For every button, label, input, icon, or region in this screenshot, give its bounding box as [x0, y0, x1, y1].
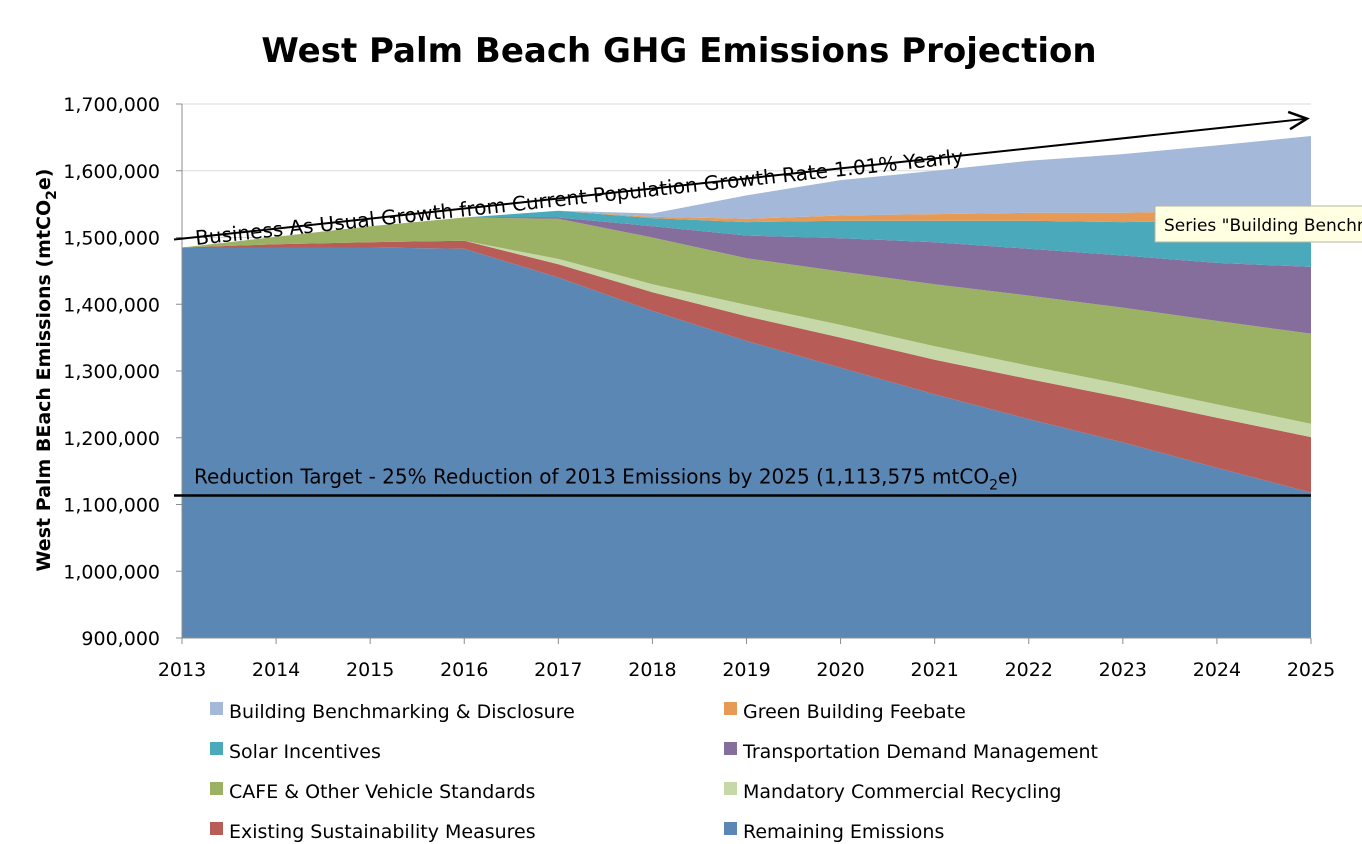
y-tick-label: 1,400,000 — [63, 294, 160, 316]
bau-line — [173, 117, 1308, 241]
legend-label-transportation-demand-management: Transportation Demand Management — [742, 741, 1098, 763]
y-tick-label: 1,000,000 — [63, 561, 160, 583]
x-tick-label: 2016 — [440, 659, 488, 681]
x-tick-label: 2023 — [1099, 659, 1147, 681]
y-ticks: 900,000 1,000,000 1,100,000 1,200,000 1,300,… — [63, 94, 182, 650]
chart-title: West Palm Beach GHG Emissions Projection — [261, 31, 1096, 71]
target-label-sub: 2 — [989, 477, 998, 493]
legend-swatch-cafe-other-vehicle-standards — [210, 782, 223, 795]
x-ticks: 2013 2014 2015 2016 2017 2018 2019 2020 2021 2022… — [158, 638, 1335, 681]
x-tick-label: 2018 — [628, 659, 676, 681]
series-tooltip: Series "Building Benchmarking & Disclosu… — [1154, 205, 1362, 243]
x-tick-label: 2019 — [722, 659, 770, 681]
bau-arrowhead — [1287, 110, 1310, 131]
target-label: Reduction Target - 25% Reduction of 2013… — [194, 464, 1018, 493]
x-tick-label: 2022 — [1005, 659, 1053, 681]
x-tick-label: 2017 — [534, 659, 582, 681]
y-tick-label: 1,200,000 — [63, 428, 160, 450]
y-tick-label: 1,100,000 — [63, 495, 160, 517]
x-tick-label: 2021 — [910, 659, 958, 681]
target-label-main: Reduction Target - 25% Reduction of 2013… — [194, 464, 989, 488]
y-axis-label-post: e) — [33, 169, 55, 191]
x-tick-label: 2025 — [1287, 659, 1335, 681]
legend-swatch-solar-incentives — [210, 742, 223, 755]
target-label-post: e) — [998, 464, 1018, 488]
legend-label-remaining-emissions: Remaining Emissions — [743, 821, 944, 843]
legend-swatch-transportation-demand-management — [724, 742, 737, 755]
legend-label-cafe-other-vehicle-standards: CAFE & Other Vehicle Standards — [229, 781, 535, 803]
area-solar-incentives — [182, 210, 1311, 267]
area-transportation-demand-management — [182, 217, 1311, 334]
legend-swatch-remaining-emissions — [724, 822, 737, 835]
area-cafe-other-vehicle-standards — [182, 217, 1311, 424]
x-tick-label: 2024 — [1193, 659, 1241, 681]
x-tick-label: 2013 — [158, 659, 206, 681]
legend-label-green-building-feebate: Green Building Feebate — [743, 701, 966, 723]
legend-swatch-existing-sustainability-measures — [210, 822, 223, 835]
legend-swatch-mandatory-commercial-recycling — [724, 782, 737, 795]
legend: Building Benchmarking & Disclosure Green … — [210, 701, 1098, 843]
legend-label-solar-incentives: Solar Incentives — [229, 741, 381, 763]
area-series — [182, 136, 1311, 638]
y-tick-label: 1,700,000 — [63, 94, 160, 116]
legend-swatch-green-building-feebate — [724, 702, 737, 715]
y-tick-label: 1,300,000 — [63, 361, 160, 383]
legend-label-existing-sustainability-measures: Existing Sustainability Measures — [229, 821, 536, 843]
legend-label-building-benchmarking-disclosure: Building Benchmarking & Disclosure — [229, 701, 575, 723]
x-tick-label: 2014 — [252, 659, 300, 681]
y-axis-label-sub: 2 — [44, 190, 60, 200]
x-tick-label: 2020 — [816, 659, 864, 681]
legend-swatch-building-benchmarking-disclosure — [210, 702, 223, 715]
reduction-target-line: Reduction Target - 25% Reduction of 2013… — [174, 464, 1311, 497]
y-tick-label: 1,600,000 — [63, 161, 160, 183]
area-building-benchmarking-disclosure — [182, 136, 1311, 248]
y-tick-label: 900,000 — [81, 628, 160, 650]
y-tick-label: 1,500,000 — [63, 228, 160, 250]
tooltip-text: Series "Building Benchmarking & Disclosu… — [1164, 216, 1362, 236]
legend-label-mandatory-commercial-recycling: Mandatory Commercial Recycling — [743, 781, 1061, 803]
y-axis-label-main: West Palm BEach Emissions (mtCO — [33, 200, 55, 572]
x-tick-label: 2015 — [346, 659, 394, 681]
y-axis-label: West Palm BEach Emissions (mtCO2e) — [33, 169, 60, 572]
area-remaining-emissions — [182, 247, 1311, 638]
area-green-building-feebate — [182, 208, 1311, 248]
